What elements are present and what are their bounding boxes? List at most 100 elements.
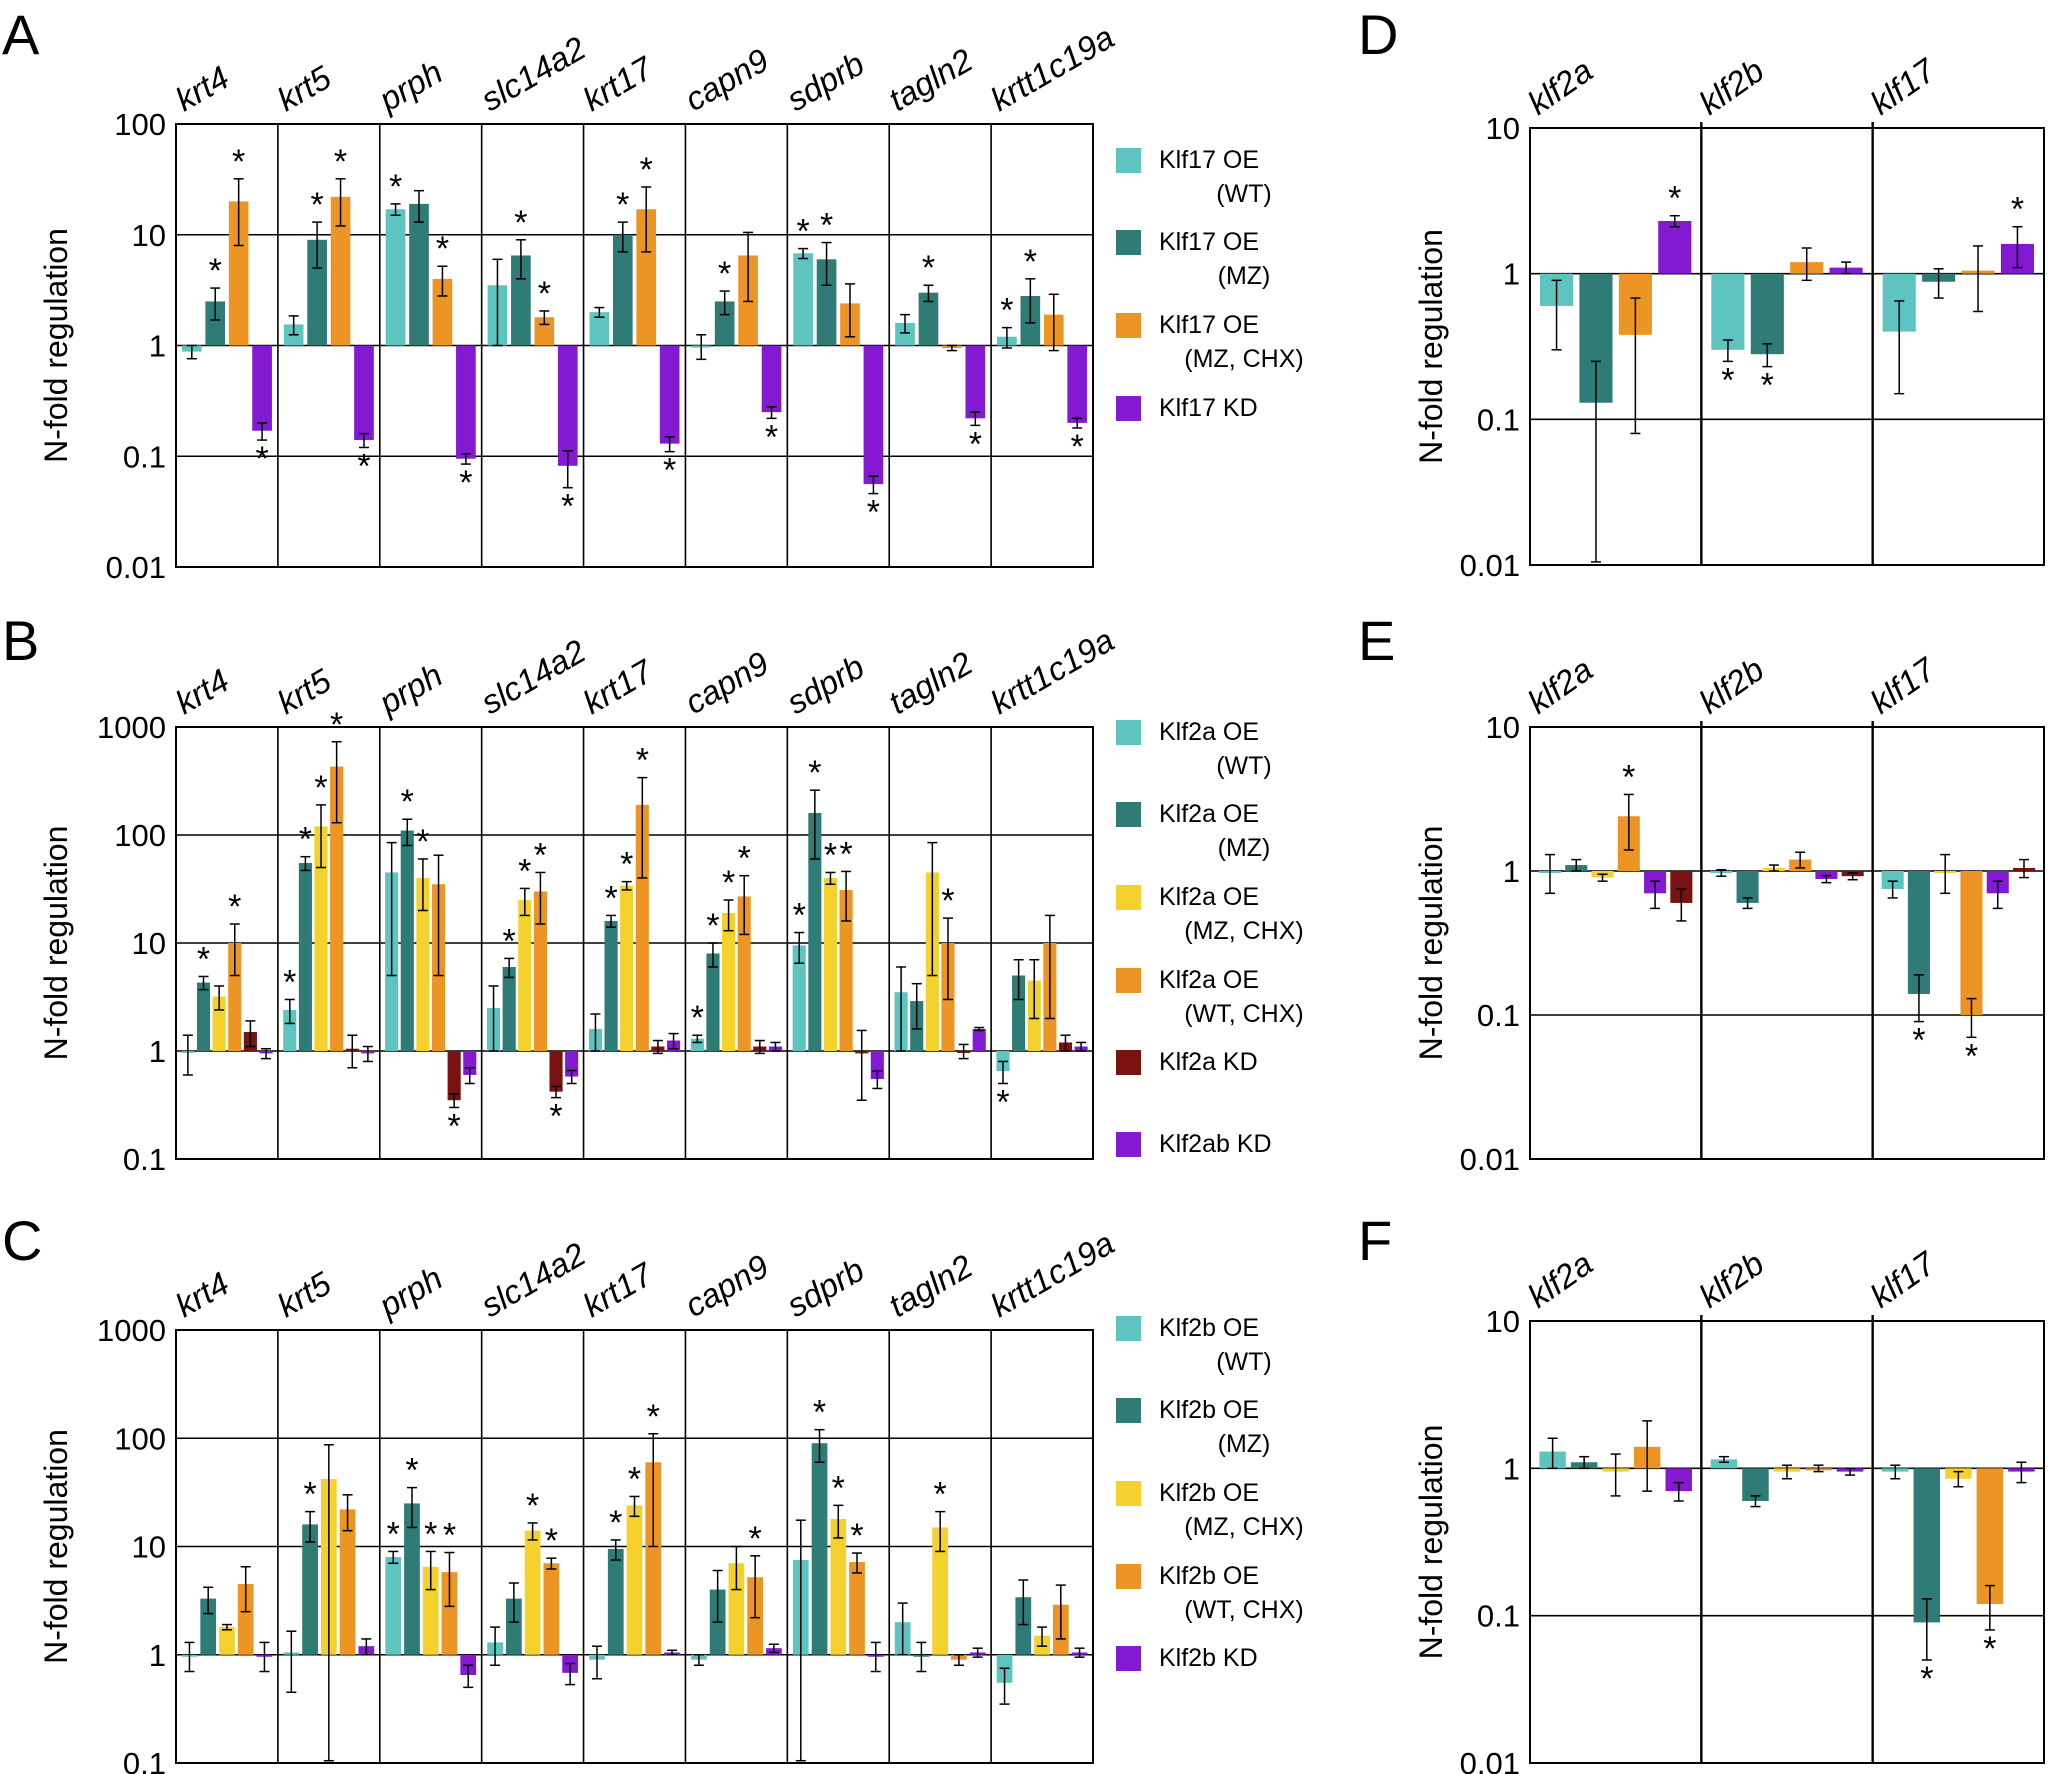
bar — [330, 196, 351, 346]
bar — [339, 1509, 356, 1655]
bar — [636, 209, 657, 346]
legend-swatch — [1116, 148, 1141, 173]
bar — [1015, 1597, 1032, 1655]
bar — [863, 345, 884, 485]
bar — [811, 1443, 828, 1655]
tick-label: 10 — [132, 1530, 166, 1565]
significance-star: * — [691, 999, 704, 1037]
gene-label: klf17 — [1863, 649, 1943, 720]
y-axis-label: N-fold regulation — [1413, 229, 1449, 464]
plot-frame — [1529, 726, 2045, 1160]
bar — [298, 863, 312, 1051]
legend-label: (MZ) — [1218, 1430, 1271, 1458]
bar — [219, 1627, 235, 1655]
bar — [354, 345, 374, 441]
bar — [620, 885, 634, 1051]
bar — [330, 766, 344, 1051]
significance-star: * — [330, 706, 343, 744]
gene-label: prph — [372, 53, 449, 119]
bar — [1913, 1468, 1941, 1623]
legend-label: (WT) — [1216, 752, 1272, 780]
tick-label: 100 — [114, 107, 166, 142]
bar — [441, 1572, 458, 1655]
bar — [307, 239, 327, 346]
panel-d: D 10 1 0.1 0.01 N-fold regulation klf2a * klf2b *… — [1358, 3, 2045, 583]
panel-letter: D — [1358, 3, 1398, 66]
legend-swatch — [1116, 1646, 1141, 1671]
bar — [543, 1563, 560, 1655]
gene-label: prph — [372, 656, 449, 722]
significance-star: * — [1920, 1660, 1933, 1698]
bar — [533, 891, 547, 1051]
significance-star: * — [793, 897, 806, 935]
tick-label: 10 — [1486, 111, 1520, 146]
legend-label: (WT, CHX) — [1184, 1000, 1303, 1028]
significance-star: * — [334, 143, 347, 181]
gene-label: krt5 — [271, 58, 338, 118]
y-axis-label: N-fold regulation — [38, 1429, 74, 1664]
bar — [972, 1028, 986, 1051]
tick-label: 0.1 — [123, 1746, 166, 1774]
tick-label: 0.01 — [1460, 1142, 1520, 1177]
significance-star: * — [628, 1460, 641, 1498]
bar — [604, 920, 618, 1051]
significance-star: * — [941, 882, 954, 920]
significance-star: * — [1024, 243, 1037, 281]
significance-star: * — [1761, 367, 1774, 405]
significance-star: * — [405, 1452, 418, 1490]
legend-label: (MZ, CHX) — [1184, 917, 1303, 945]
significance-star: * — [636, 742, 649, 780]
bar — [792, 945, 806, 1051]
bar — [518, 900, 532, 1051]
bar — [385, 1556, 402, 1655]
significance-star: * — [609, 1504, 622, 1542]
gene-label: sdprb — [780, 1251, 870, 1324]
gene-label: capn9 — [678, 644, 774, 721]
bar — [1012, 975, 1026, 1051]
significance-star: * — [459, 464, 472, 502]
bar — [706, 953, 720, 1051]
bar — [252, 345, 272, 431]
significance-star: * — [647, 1398, 660, 1436]
bar — [283, 1009, 297, 1051]
bar — [1736, 871, 1759, 903]
legend-label: (MZ, CHX) — [1184, 345, 1303, 373]
bar — [722, 912, 736, 1051]
tick-label: 0.1 — [123, 439, 166, 474]
panel-c: C 1000 100 10 1 0.1 N-fold regulation krt4 krt5 *… — [2, 1209, 1120, 1774]
y-axis-label: N-fold regulation — [38, 826, 74, 1061]
legend-label: (MZ) — [1218, 262, 1271, 290]
significance-star: * — [620, 846, 633, 884]
bar — [870, 1051, 884, 1080]
significance-star: * — [436, 230, 449, 268]
significance-star: * — [526, 1487, 539, 1525]
significance-star: * — [640, 151, 653, 189]
panel-letter: C — [2, 1209, 42, 1272]
gene-label: klf2b — [1692, 1244, 1770, 1314]
gene-label: slc14a2 — [475, 29, 592, 118]
significance-star: * — [357, 447, 370, 485]
legend-label: Klf17 OE — [1159, 311, 1259, 339]
bar — [404, 1503, 420, 1655]
tick-label: 1 — [149, 1638, 166, 1673]
significance-star: * — [722, 864, 735, 902]
significance-star: * — [518, 852, 531, 890]
panel-letter: E — [1358, 609, 1395, 672]
significance-star: * — [1622, 758, 1635, 796]
y-axis-label: N-fold regulation — [1413, 1425, 1449, 1660]
bar — [549, 1051, 563, 1092]
bar — [635, 804, 649, 1051]
legend-label: Klf2a OE — [1159, 718, 1259, 746]
significance-star: * — [1965, 1037, 1978, 1075]
legend-swatch — [1116, 1132, 1141, 1157]
legend-label: Klf2b OE — [1159, 1562, 1259, 1590]
bar — [793, 253, 813, 346]
bar — [895, 322, 915, 346]
significance-star: * — [706, 907, 719, 945]
significance-star: * — [922, 249, 935, 287]
significance-star: * — [718, 255, 731, 293]
bar — [728, 1563, 745, 1655]
bar — [659, 345, 680, 444]
significance-star: * — [443, 1517, 456, 1555]
